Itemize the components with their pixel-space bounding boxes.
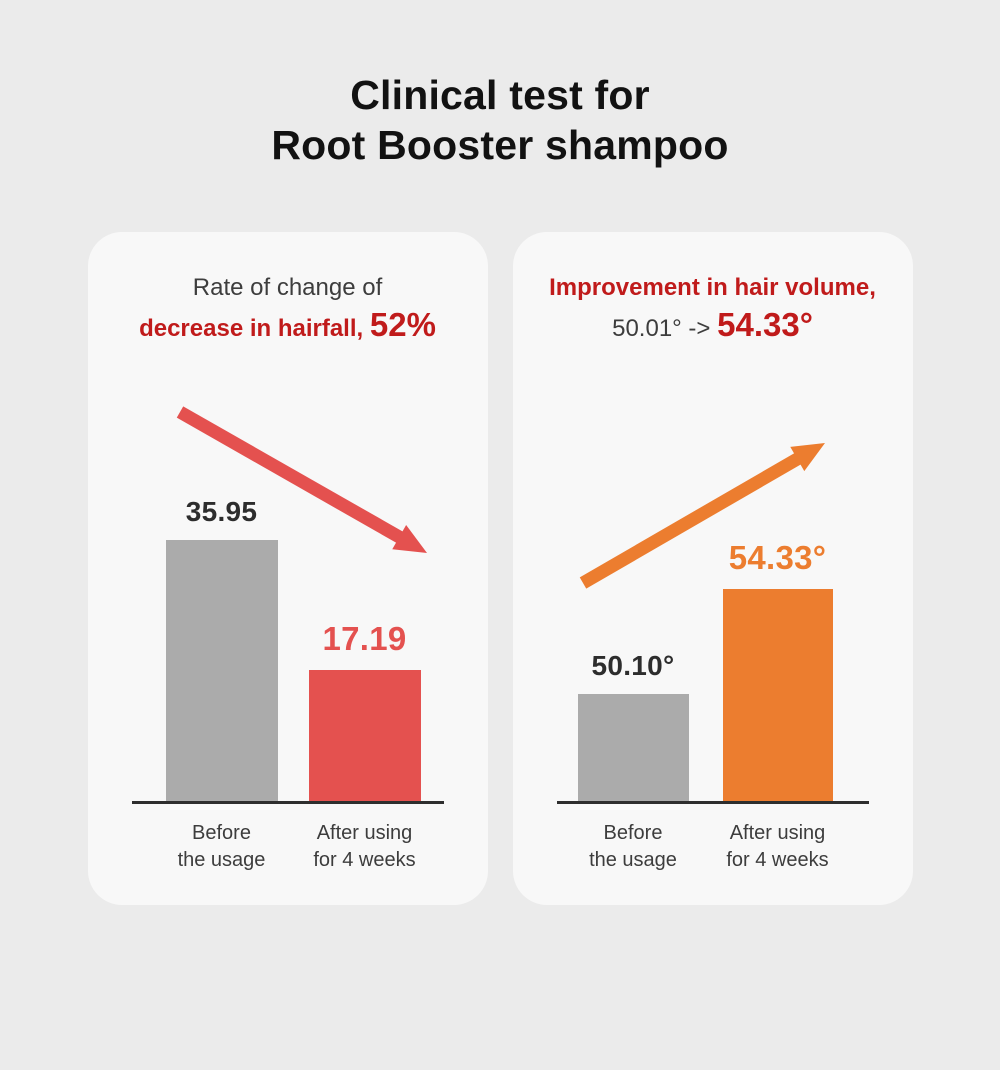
- bar-chart-volume: 50.10° 54.33°: [513, 362, 913, 804]
- axis-label-before: Before the usage: [177, 822, 266, 871]
- x-axis-line: [131, 801, 444, 804]
- panel-headline: decrease in hairfall, 52%: [88, 303, 488, 354]
- x-axis-labels: Before the usage After using for 4 weeks: [88, 820, 488, 884]
- bar-chart-hairfall: 35.95 17.19: [88, 362, 488, 804]
- headline-stat: 52%: [369, 306, 436, 343]
- page-title: Clinical test for Root Booster shampoo: [0, 70, 1000, 170]
- axis-label-before: Before the usage: [589, 822, 677, 871]
- x-axis-labels: Before the usage After using for 4 weeks: [513, 820, 913, 884]
- axis-label-after: After using for 4 weeks: [726, 822, 829, 871]
- panel-headline: Improvement in hair volume,: [549, 274, 876, 301]
- panel-header-volume: Improvement in hair volume, 50.01° -> 54…: [513, 232, 913, 354]
- panel-card-hairfall: Rate of change of decrease in hairfall, …: [87, 232, 488, 905]
- headline-text: decrease in hairfall,: [139, 315, 370, 342]
- headline-text: 50.01° ->: [612, 315, 718, 342]
- panels-container: Rate of change of decrease in hairfall, …: [0, 232, 1000, 905]
- axis-label-after: After using for 4 weeks: [313, 822, 416, 871]
- panel-card-volume: Improvement in hair volume, 50.01° -> 54…: [512, 232, 913, 905]
- panel-subtitle: Rate of change of: [192, 274, 383, 301]
- trend-arrow-head: [789, 443, 825, 472]
- trend-down-arrow-icon: [176, 406, 427, 553]
- x-axis-line: [556, 801, 869, 804]
- bar-value-label: 54.33°: [728, 539, 827, 576]
- bar-before: [165, 540, 278, 801]
- bar-value-label: 50.10°: [591, 650, 675, 681]
- bar-value-label: 17.19: [322, 620, 407, 657]
- bar-after: [308, 670, 421, 801]
- trend-arrow-head: [391, 524, 427, 553]
- trend-up-arrow-icon: [579, 443, 825, 589]
- headline-stat: 54.33°: [717, 306, 813, 343]
- page-title-line1: Clinical test for: [350, 72, 650, 118]
- bar-after: [722, 589, 833, 801]
- page-title-line2: Root Booster shampoo: [271, 122, 729, 168]
- panel-header-hairfall: Rate of change of decrease in hairfall, …: [88, 232, 488, 354]
- bar-before: [577, 694, 689, 801]
- panel-subtitle: 50.01° -> 54.33°: [513, 303, 913, 354]
- bar-value-label: 35.95: [185, 496, 258, 527]
